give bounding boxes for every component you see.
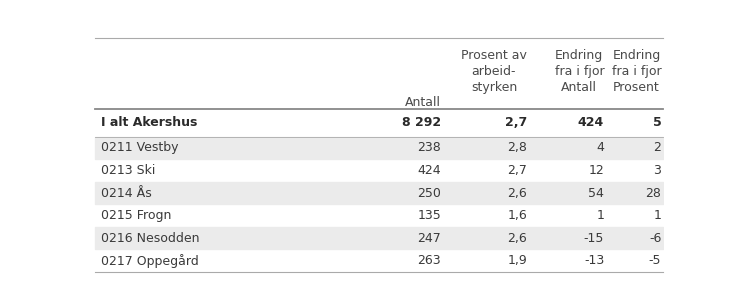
Text: 54: 54: [588, 187, 604, 200]
Text: 135: 135: [418, 209, 441, 222]
Text: 3: 3: [653, 164, 661, 177]
Text: Endring
fra i fjor
Prosent: Endring fra i fjor Prosent: [612, 49, 661, 94]
Text: Prosent av
arbeid-
styrken: Prosent av arbeid- styrken: [461, 49, 527, 94]
Text: 0216 Nesodden: 0216 Nesodden: [101, 232, 199, 245]
Text: 28: 28: [646, 187, 661, 200]
Text: 0211 Vestby: 0211 Vestby: [101, 142, 179, 154]
Text: 1: 1: [653, 209, 661, 222]
Text: 2,6: 2,6: [507, 232, 527, 245]
Text: 2: 2: [653, 142, 661, 154]
Text: 247: 247: [418, 232, 441, 245]
Text: -5: -5: [649, 254, 661, 267]
Text: 1,6: 1,6: [507, 209, 527, 222]
Text: 5: 5: [652, 116, 661, 130]
Text: 0217 Oppegård: 0217 Oppegård: [101, 254, 199, 268]
Text: 424: 424: [578, 116, 604, 130]
Text: 0213 Ski: 0213 Ski: [101, 164, 155, 177]
Text: 424: 424: [418, 164, 441, 177]
Text: 2,7: 2,7: [507, 164, 527, 177]
Text: -13: -13: [584, 254, 604, 267]
Text: Antall: Antall: [405, 96, 441, 110]
Text: 12: 12: [588, 164, 604, 177]
Bar: [95, 182, 663, 204]
Text: 2,7: 2,7: [505, 116, 527, 130]
Bar: [95, 137, 663, 159]
Text: 1,9: 1,9: [507, 254, 527, 267]
Text: Endring
fra i fjor
Antall: Endring fra i fjor Antall: [554, 49, 604, 94]
Text: 0214 Ås: 0214 Ås: [101, 187, 151, 200]
Text: 2,8: 2,8: [507, 142, 527, 154]
Text: 8 292: 8 292: [402, 116, 441, 130]
Text: 0215 Frogn: 0215 Frogn: [101, 209, 171, 222]
Text: 2,6: 2,6: [507, 187, 527, 200]
Text: 250: 250: [417, 187, 441, 200]
Text: -6: -6: [649, 232, 661, 245]
Text: 263: 263: [418, 254, 441, 267]
Text: 238: 238: [418, 142, 441, 154]
Bar: [95, 227, 663, 250]
Text: 4: 4: [596, 142, 604, 154]
Text: -15: -15: [584, 232, 604, 245]
Text: 1: 1: [596, 209, 604, 222]
Text: I alt Akershus: I alt Akershus: [101, 116, 197, 130]
